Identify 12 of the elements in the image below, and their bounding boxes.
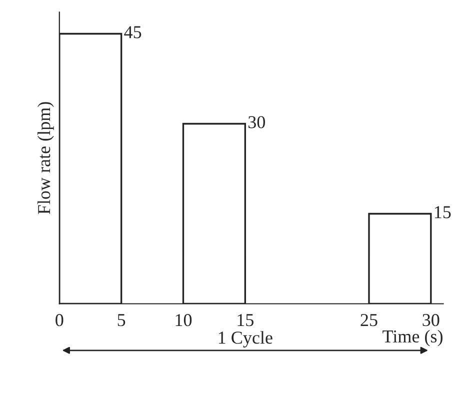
x-tick-label: 25 — [360, 314, 378, 326]
data-label: 15 — [434, 206, 451, 218]
data-label: 45 — [124, 26, 142, 38]
y-axis-title: Flow rate (lpm) — [37, 102, 54, 214]
x-tick-label: 5 — [118, 314, 126, 326]
x-tick-label: 10 — [176, 314, 192, 326]
text: 1 Cycle — [218, 331, 272, 348]
x-tick-label: 0 — [56, 314, 64, 326]
x-tick-label: 30 — [422, 314, 440, 326]
x-tick-label: 15 — [238, 314, 254, 326]
x-axis-title: Time (s) — [382, 330, 442, 346]
data-label: 30 — [248, 116, 265, 128]
